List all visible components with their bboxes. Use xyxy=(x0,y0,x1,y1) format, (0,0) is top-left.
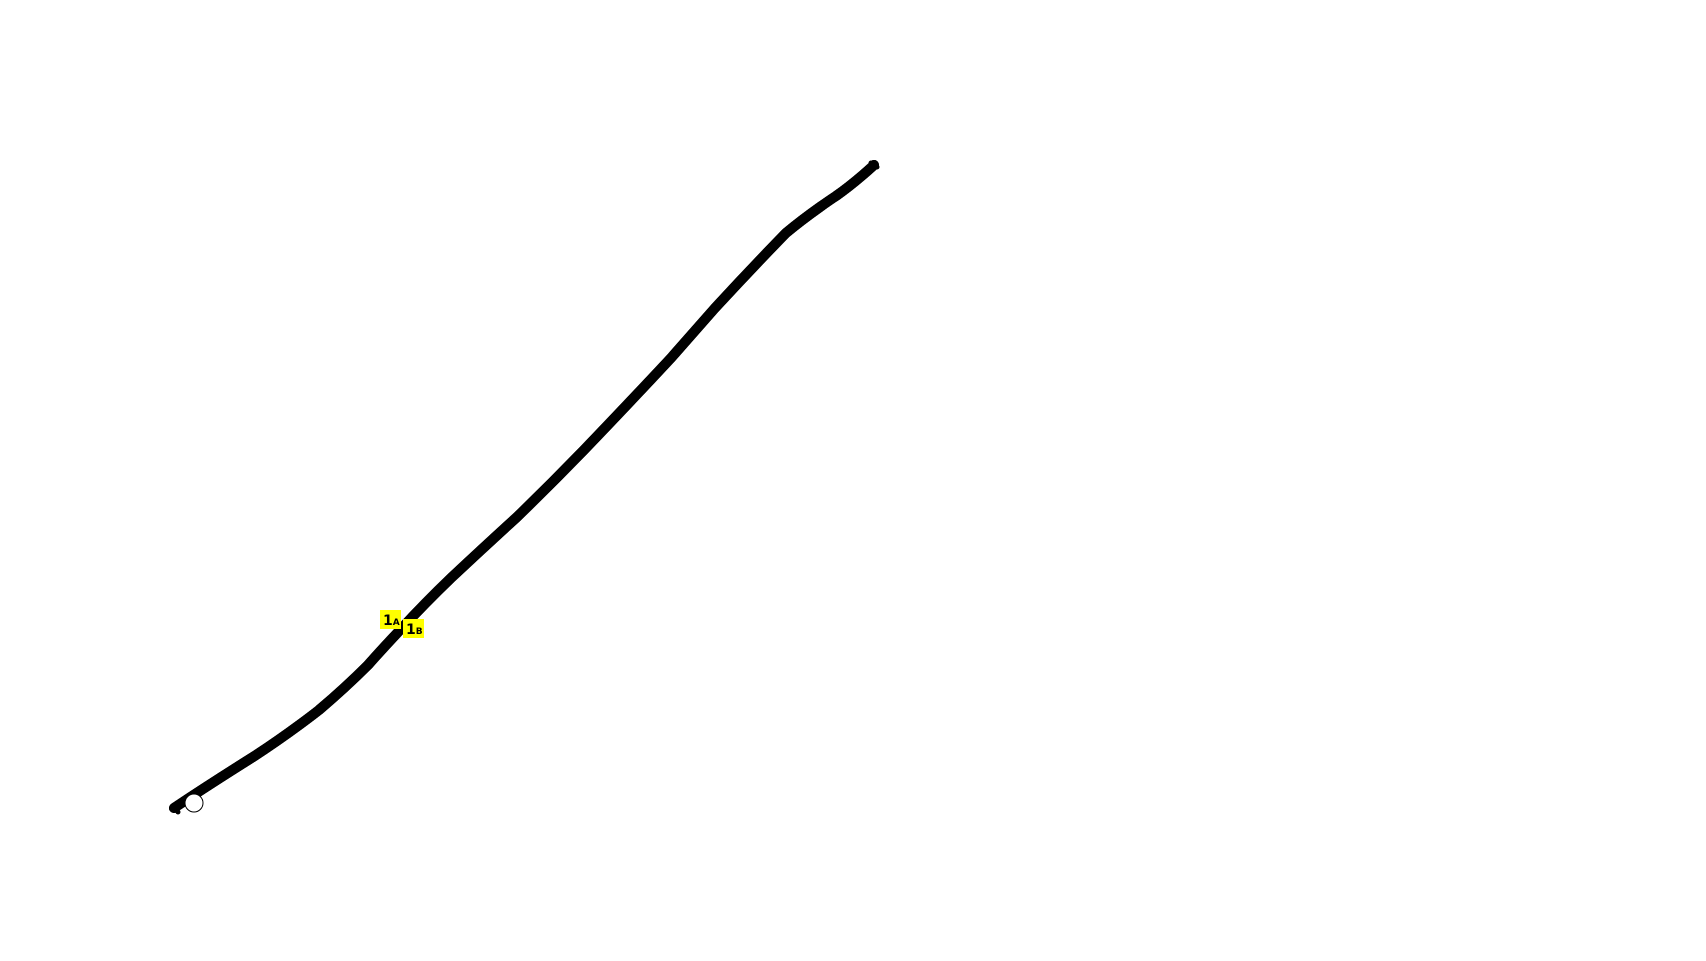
route-marker xyxy=(184,793,204,813)
road-end xyxy=(874,164,880,170)
exit-label: 1B xyxy=(403,619,424,638)
exit-label: 1A xyxy=(380,610,401,629)
exit-number: 1 xyxy=(406,622,416,638)
exit-number: 1 xyxy=(383,613,393,629)
road-end xyxy=(175,809,181,815)
exit-suffix: B xyxy=(416,627,423,637)
road-end xyxy=(868,160,874,166)
road xyxy=(169,160,879,813)
exit-suffix: A xyxy=(393,618,400,628)
exit-label-box xyxy=(403,619,424,638)
exit-label-text: 1A xyxy=(383,613,400,629)
road-end xyxy=(169,805,175,811)
exit-label-box xyxy=(380,610,401,629)
exit-label-text: 1B xyxy=(406,622,423,638)
